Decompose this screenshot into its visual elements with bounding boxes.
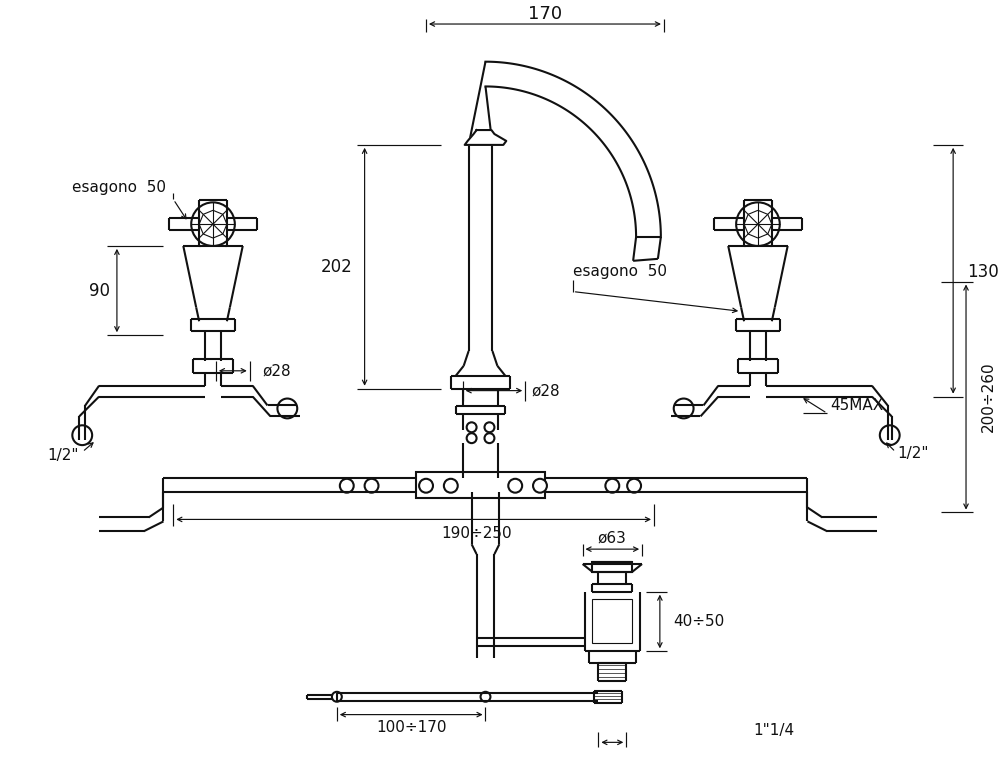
Text: 90: 90 bbox=[88, 281, 109, 300]
Text: ø28: ø28 bbox=[531, 383, 560, 398]
Text: 202: 202 bbox=[321, 257, 353, 276]
Circle shape bbox=[72, 425, 92, 445]
Circle shape bbox=[508, 478, 522, 492]
Circle shape bbox=[467, 433, 477, 443]
Circle shape bbox=[880, 425, 900, 445]
Polygon shape bbox=[465, 130, 506, 145]
Circle shape bbox=[278, 399, 298, 418]
Text: 170: 170 bbox=[528, 5, 562, 23]
Circle shape bbox=[419, 478, 433, 492]
Text: esagono  50: esagono 50 bbox=[573, 264, 666, 279]
Circle shape bbox=[485, 422, 494, 432]
Text: 1/2": 1/2" bbox=[898, 445, 929, 461]
Circle shape bbox=[444, 478, 458, 492]
Bar bbox=[592, 598, 632, 643]
Circle shape bbox=[365, 478, 379, 492]
Bar bbox=[592, 562, 632, 572]
Circle shape bbox=[673, 399, 693, 418]
Circle shape bbox=[533, 478, 547, 492]
Circle shape bbox=[605, 478, 619, 492]
Circle shape bbox=[332, 692, 342, 702]
Bar bbox=[416, 472, 545, 498]
Text: 190÷250: 190÷250 bbox=[441, 526, 512, 541]
Circle shape bbox=[481, 692, 490, 702]
Text: 1"1/4: 1"1/4 bbox=[753, 723, 795, 738]
Text: 1/2": 1/2" bbox=[48, 448, 79, 462]
Text: 130: 130 bbox=[967, 263, 999, 281]
Text: ø28: ø28 bbox=[263, 363, 292, 378]
Text: 45MAX: 45MAX bbox=[831, 398, 884, 413]
Text: 200÷260: 200÷260 bbox=[981, 361, 996, 432]
Text: 100÷170: 100÷170 bbox=[376, 720, 447, 735]
Circle shape bbox=[467, 422, 477, 432]
Circle shape bbox=[340, 478, 354, 492]
Circle shape bbox=[485, 433, 494, 443]
Text: ø63: ø63 bbox=[598, 531, 626, 546]
Text: 40÷50: 40÷50 bbox=[673, 614, 725, 629]
Text: esagono  50: esagono 50 bbox=[72, 180, 166, 195]
Circle shape bbox=[627, 478, 641, 492]
